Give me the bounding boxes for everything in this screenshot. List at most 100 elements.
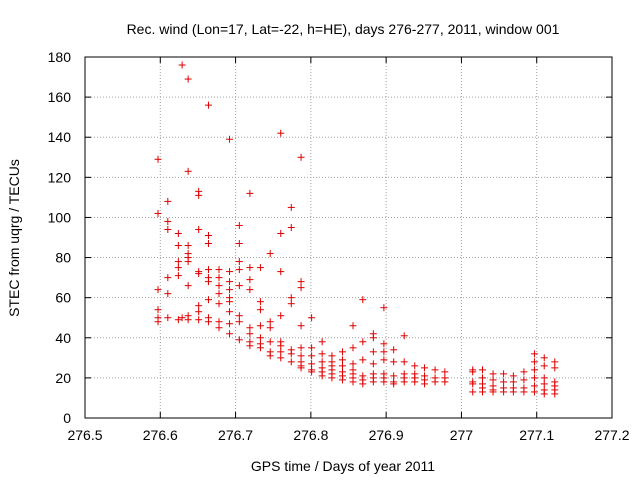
data-point [246,276,254,284]
y-tick-label: 140 [48,129,72,145]
data-point [235,336,243,344]
plot-frame [84,56,613,419]
data-point [400,332,408,340]
data-point [277,229,285,237]
x-tick-label: 277.2 [594,427,629,443]
data-point [235,318,243,326]
data-point [540,354,548,362]
data-point [287,350,295,358]
data-point [184,242,192,250]
data-point [154,155,162,163]
data-point [154,209,162,217]
data-point [215,274,223,282]
data-point [235,258,243,266]
data-point [338,348,346,356]
data-point [256,306,264,314]
data-point [369,378,377,386]
data-point [318,338,326,346]
data-point [266,318,274,326]
data-point [154,318,162,326]
data-point [215,300,223,308]
data-point [380,348,388,356]
data-point [226,268,234,276]
data-point [390,358,398,366]
data-point [297,284,305,292]
data-point [369,334,377,342]
data-point [479,374,487,382]
data-point [215,318,223,326]
data-point [390,372,398,380]
data-point [178,314,186,322]
data-point [349,360,357,368]
data-point [479,366,487,374]
data-point [390,346,398,354]
x-axis-label: GPS time / Days of year 2011 [251,458,435,474]
data-point [195,191,203,199]
data-point [235,312,243,320]
data-point [164,314,172,322]
y-tick-labels: 0 20 40 60 80 100 120 140 160 180 [48,49,72,426]
data-point [520,388,528,396]
data-point [411,362,419,370]
data-point [551,364,559,372]
y-tick-label: 0 [63,410,71,426]
x-tick-labels: 276.5 276.6 276.7 276.8 276.9 277 277.1 277.2 [67,427,629,443]
data-point [184,75,192,83]
data-point [441,378,449,386]
data-point [204,318,212,326]
data-point [500,378,508,386]
data-point [359,338,367,346]
data-point [479,388,487,396]
data-point [204,266,212,274]
data-point [256,334,264,342]
data-point [277,312,285,320]
data-point [164,217,172,225]
data-point [235,282,243,290]
data-point [540,390,548,398]
data-point [246,330,254,338]
data-point [509,388,517,396]
data-point [338,376,346,384]
data-point [328,374,336,382]
x-tick-label: 276.9 [369,427,404,443]
data-point [551,390,559,398]
data-point [500,388,508,396]
y-tick-label: 120 [48,169,72,185]
data-point [308,314,316,322]
data-point [520,376,528,384]
data-point [195,316,203,324]
data-point [164,197,172,205]
data-point [246,342,254,350]
data-point [246,264,254,272]
data-point [235,240,243,248]
data-point [338,356,346,364]
data-point [246,189,254,197]
data-point [266,250,274,258]
data-point [215,282,223,290]
x-tick-label: 276.6 [143,427,178,443]
data-point [287,358,295,366]
data-point [308,352,316,360]
data-point [195,302,203,310]
data-point [226,308,234,316]
x-tick-label: 276.5 [67,427,102,443]
data-point [469,388,477,396]
data-point [178,61,186,69]
data-point [297,344,305,352]
data-point [226,286,234,294]
data-point [277,342,285,350]
data-point [308,368,316,376]
data-point [184,167,192,175]
data-point [277,129,285,137]
data-point [287,300,295,308]
data-point [530,388,538,396]
data-point [246,286,254,294]
data-point [256,264,264,272]
data-point [380,356,388,364]
data-point [530,350,538,358]
data-point [318,372,326,380]
data-point [380,378,388,386]
data-point [277,348,285,356]
data-point [174,242,182,250]
data-point [369,360,377,368]
